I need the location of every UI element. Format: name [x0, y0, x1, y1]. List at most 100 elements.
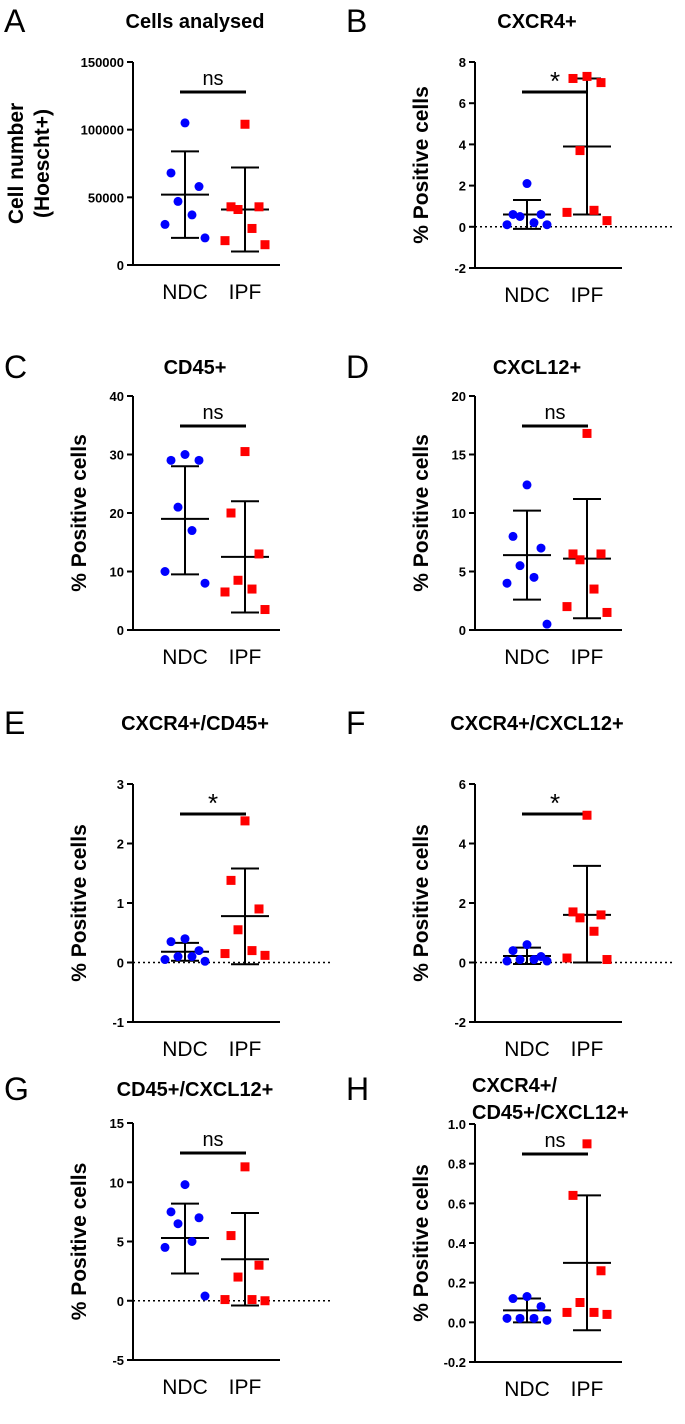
- y-tick-label: -0.2: [444, 1355, 466, 1370]
- data-point-ipf: [582, 810, 592, 820]
- y-tick-label: 1.0: [448, 1117, 466, 1132]
- data-point-ipf: [260, 240, 270, 250]
- data-point-ipf: [602, 607, 612, 617]
- data-point-ndc: [166, 1207, 176, 1217]
- panel-letter: A: [4, 3, 26, 39]
- data-point-ipf: [260, 605, 270, 615]
- data-point-ipf: [589, 926, 599, 936]
- y-tick-label: -5: [112, 1353, 124, 1368]
- x-category-label: IPF: [229, 1038, 262, 1061]
- data-point-ndc: [180, 934, 190, 944]
- y-tick-label: -2: [454, 261, 466, 276]
- panel-g: G CD45+/CXCL12+ -5 0 5 10 15 % Positive cells ND…: [0, 1068, 342, 1424]
- data-point-ipf: [233, 205, 243, 215]
- x-category-label: IPF: [571, 1038, 604, 1061]
- y-tick-label: 0.4: [448, 1236, 467, 1251]
- x-category-label: NDC: [504, 1378, 550, 1401]
- data-point-ndc: [166, 937, 176, 947]
- data-point-ipf: [226, 202, 236, 212]
- y-tick-label: 40: [110, 389, 124, 404]
- y-tick-label: 15: [110, 1116, 124, 1131]
- chart-title: CXCR4+/: [472, 1075, 557, 1097]
- y-axis-label: Cell number: [5, 103, 28, 224]
- y-axis-label: % Positive cells: [68, 434, 91, 592]
- data-point-ipf: [254, 549, 264, 559]
- x-category-label: NDC: [504, 1038, 550, 1061]
- data-point-ndc: [536, 543, 546, 553]
- panel-e: E CXCR4+/CD45+ -1 0 1 2 3 % Positive cells NDC IP…: [0, 702, 342, 1061]
- data-point-ndc: [515, 561, 525, 571]
- data-point-ipf: [247, 223, 257, 233]
- data-point-ndc: [187, 952, 197, 962]
- panel-d: D CXCL12+ 0 5 10 15 20 % Positive cells NDC IPF ns: [342, 346, 684, 702]
- data-point-ndc: [508, 531, 518, 541]
- y-tick-label: 0: [459, 623, 466, 638]
- y-tick-label: 2: [459, 896, 466, 911]
- data-point-ndc: [502, 220, 512, 230]
- data-point-ipf: [575, 1298, 585, 1307]
- chart-title: CD45+/CXCL12+: [117, 1079, 274, 1101]
- data-point-ipf: [254, 202, 264, 212]
- data-point-ipf: [575, 146, 585, 156]
- y-tick-label: 20: [110, 506, 124, 521]
- y-axis-label: % Positive cells: [410, 824, 433, 982]
- data-point-ndc: [180, 1180, 190, 1190]
- data-point-ipf: [226, 508, 236, 518]
- data-point-ndc: [194, 455, 204, 465]
- data-point-ipf: [575, 913, 585, 923]
- data-point-ipf: [596, 1266, 606, 1276]
- data-point-ipf: [240, 119, 250, 129]
- x-category-label: NDC: [162, 646, 208, 669]
- chart-d: D CXCL12+ 0 5 10 15 20 % Positive cells NDC IPF ns: [346, 349, 622, 669]
- y-tick-label: 3: [117, 777, 124, 792]
- data-point-ipf: [260, 950, 270, 960]
- chart-title: CXCR4+/CD45+: [121, 713, 269, 735]
- y-tick-label: 8: [459, 55, 466, 70]
- data-point-ndc: [166, 168, 176, 178]
- data-point-ipf: [582, 71, 592, 81]
- panel-f: F CXCR4+/CXCL12+ -2 0 2 4 6 % Positive cells NDC…: [342, 702, 684, 1061]
- data-point-ndc: [529, 1313, 539, 1323]
- data-point-ndc: [160, 955, 170, 965]
- data-point-ipf: [226, 1231, 236, 1241]
- data-point-ndc: [194, 946, 204, 956]
- data-point-ipf: [220, 949, 230, 959]
- data-point-ipf: [220, 1295, 230, 1305]
- data-point-ndc: [515, 1313, 525, 1323]
- data-point-ndc: [542, 619, 552, 629]
- y-tick-label: 6: [459, 777, 466, 792]
- data-point-ndc: [529, 572, 539, 582]
- chart-a: A Cells analysed 0 50000 100000 150000 Cell nu…: [4, 3, 280, 304]
- data-point-ndc: [200, 233, 210, 243]
- data-point-ndc: [187, 526, 197, 536]
- y-tick-label: -1: [112, 1015, 124, 1030]
- data-point-ndc: [508, 209, 518, 219]
- data-point-ndc: [515, 955, 525, 965]
- data-point-ndc: [200, 956, 210, 966]
- data-point-ipf: [568, 549, 578, 559]
- y-tick-label: 2: [459, 179, 466, 194]
- y-tick-label: 0: [117, 258, 124, 273]
- x-category-label: NDC: [504, 646, 550, 669]
- x-category-label: IPF: [229, 646, 262, 669]
- data-point-ipf: [589, 205, 599, 215]
- data-point-ndc: [536, 209, 546, 219]
- data-point-ndc: [522, 940, 532, 950]
- data-point-ipf: [568, 73, 578, 83]
- y-tick-label: 5: [459, 565, 466, 580]
- y-tick-label: 30: [110, 448, 124, 463]
- data-point-ndc: [542, 1315, 552, 1325]
- y-axis-label: % Positive cells: [410, 434, 433, 592]
- data-point-ndc: [529, 218, 539, 228]
- significance-label: *: [208, 788, 218, 818]
- significance-label: ns: [202, 1129, 223, 1151]
- y-tick-label: -2: [454, 1015, 466, 1030]
- data-point-ipf: [226, 875, 236, 885]
- panel-h: H CXCR4+/ CD45+/CXCL12+ -0.2 0.0 0.2 0.4 0.6 0.8…: [342, 1068, 684, 1424]
- x-category-label: NDC: [162, 1038, 208, 1061]
- x-category-label: NDC: [504, 284, 550, 307]
- y-tick-label: 0.2: [448, 1276, 466, 1291]
- y-tick-label: 15: [452, 448, 466, 463]
- data-point-ipf: [582, 1139, 592, 1149]
- data-point-ndc: [502, 1313, 512, 1323]
